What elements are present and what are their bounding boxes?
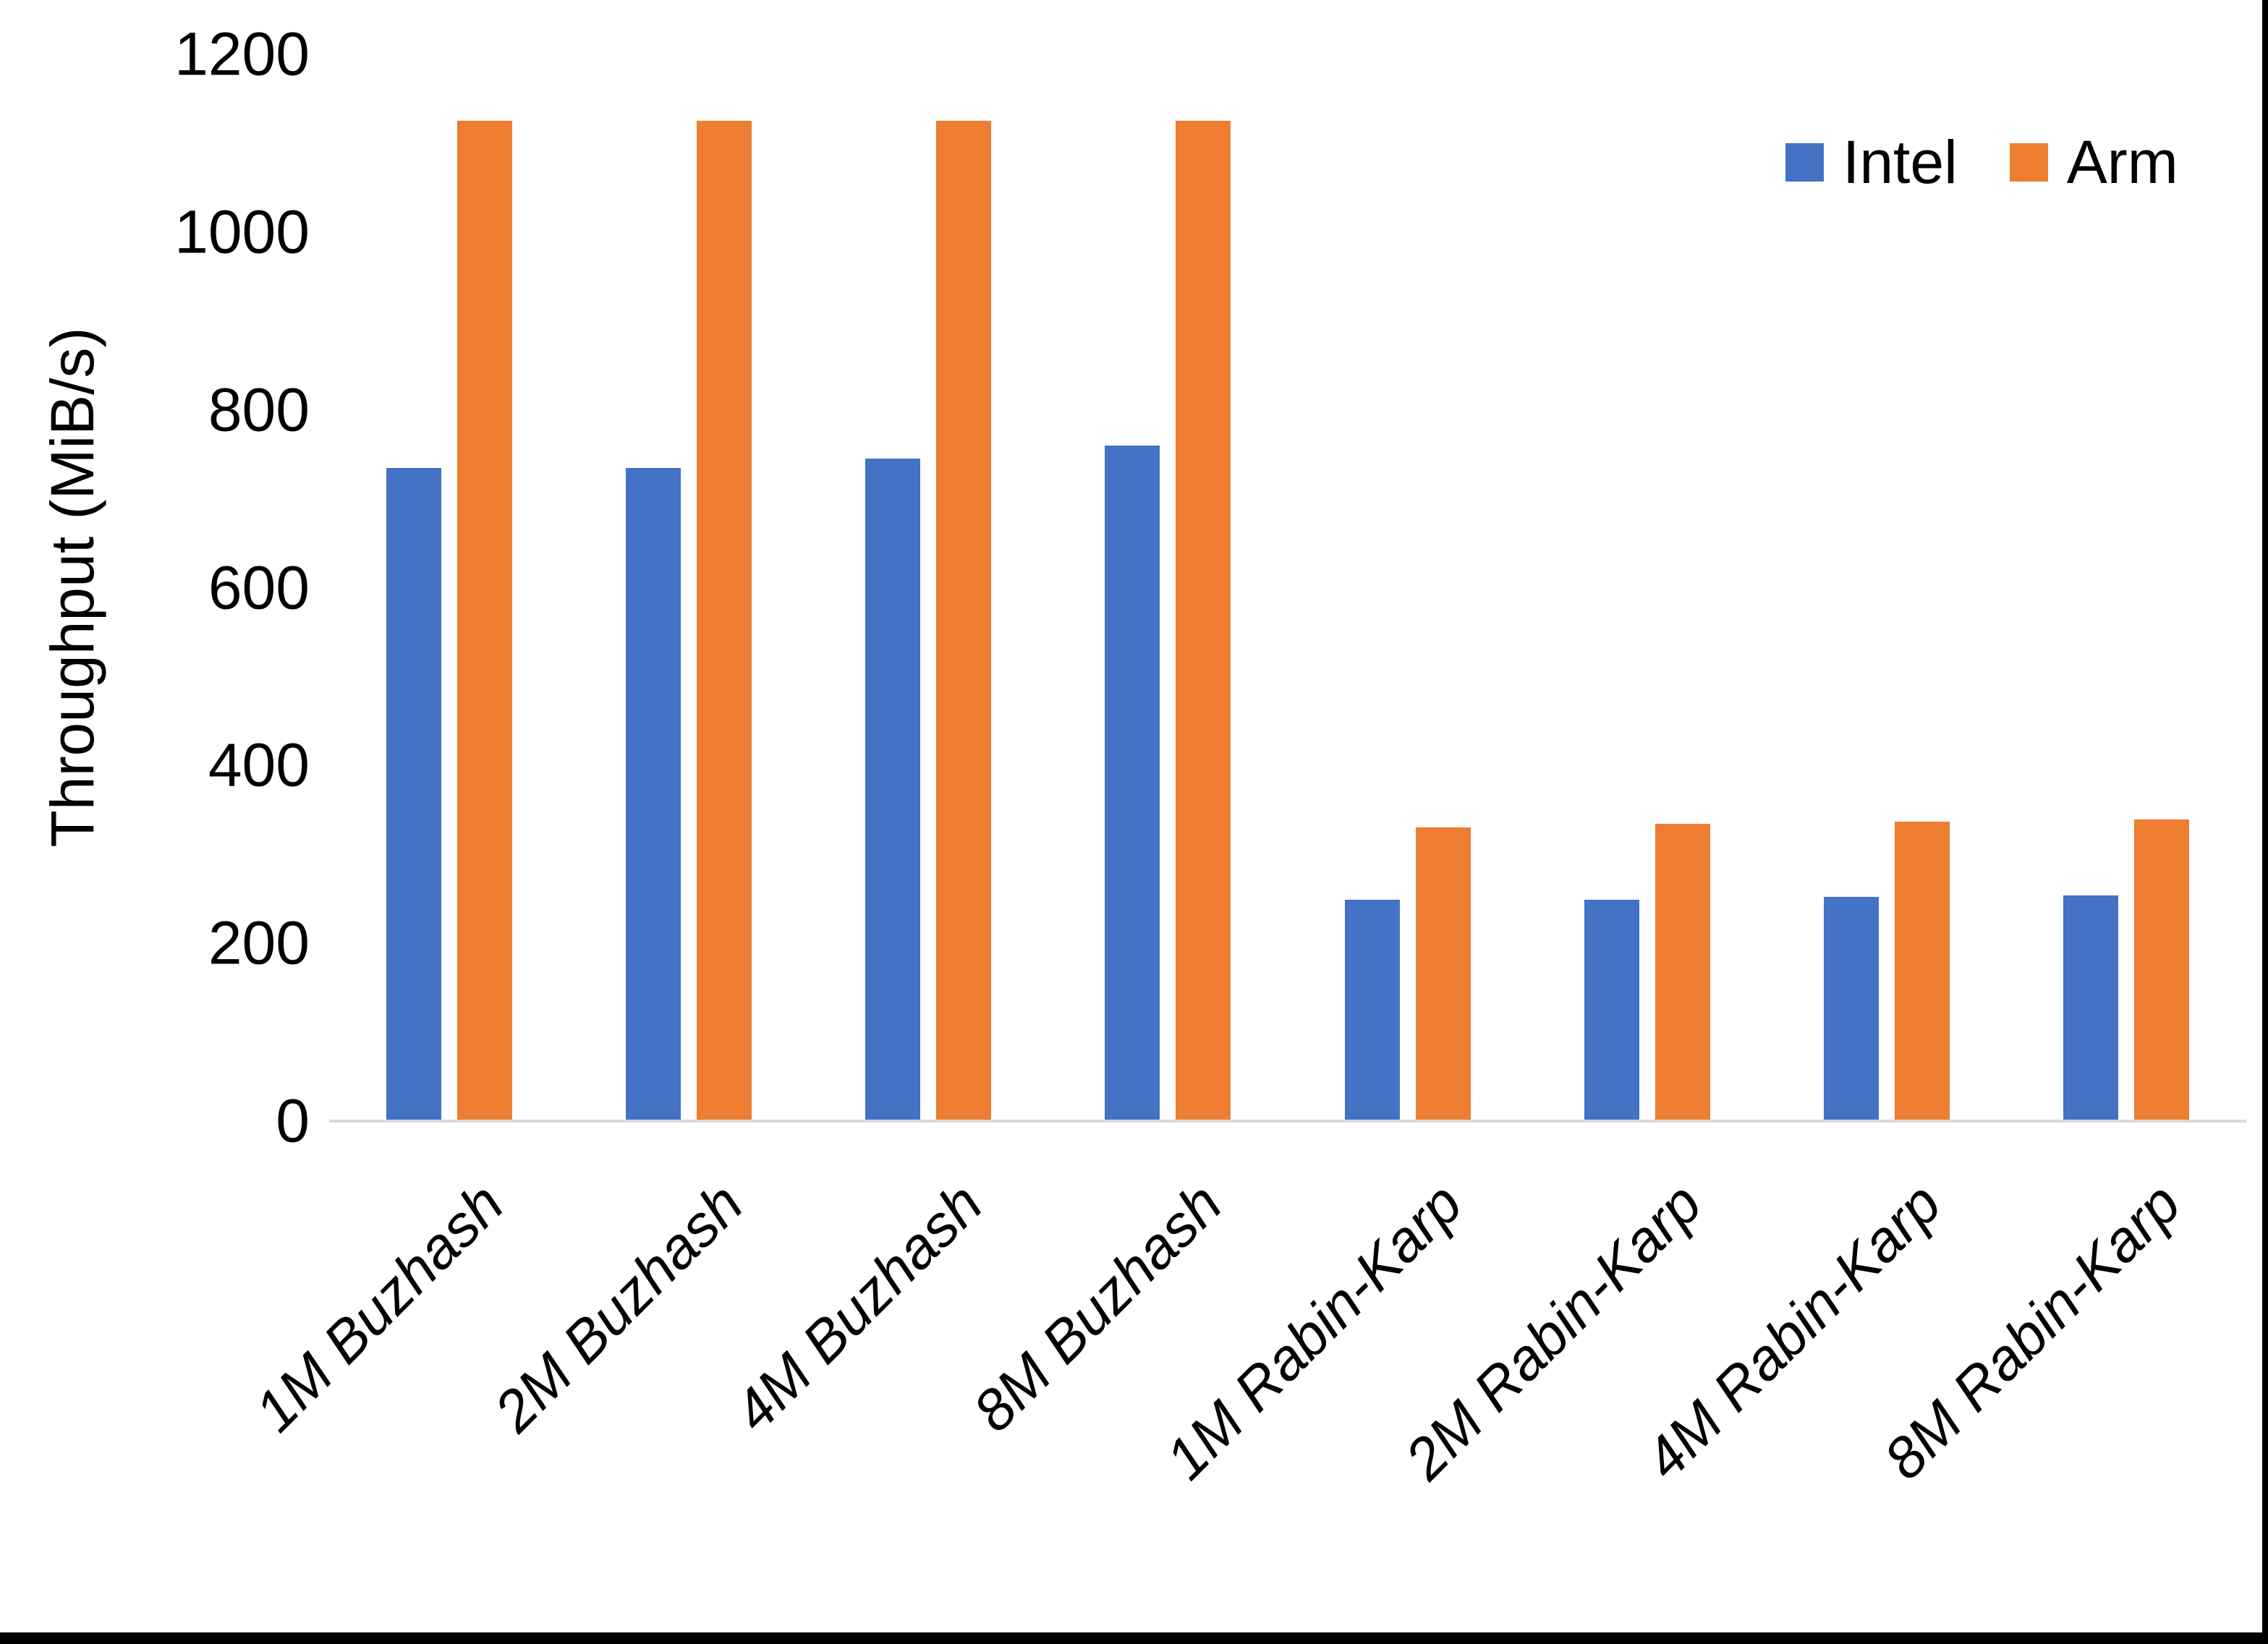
plot-area <box>329 54 2246 1121</box>
arm-bar-2 <box>696 121 752 1121</box>
bar-group-1 <box>329 54 569 1121</box>
y-tick-label-200: 200 <box>208 908 310 977</box>
page-border-bottom <box>0 1632 2268 1644</box>
bar-group-4 <box>1048 54 1288 1121</box>
page-border-right <box>2262 0 2268 1644</box>
chart-legend: Intel Arm <box>1785 127 2178 197</box>
y-tick-label-0: 0 <box>276 1086 310 1155</box>
bar-group-6 <box>1527 54 1767 1121</box>
bar-groups <box>329 54 2246 1121</box>
legend-label-arm: Arm <box>2066 128 2178 196</box>
arm-bar-7 <box>1895 821 1950 1121</box>
arm-series-swatch-icon <box>2009 143 2048 182</box>
intel-series-swatch-icon <box>1785 143 1824 182</box>
arm-bar-8 <box>2134 819 2190 1121</box>
intel-bar-7 <box>1824 897 1880 1121</box>
y-tick-label-400: 400 <box>208 731 310 799</box>
arm-bar-3 <box>936 121 992 1121</box>
intel-bar-3 <box>865 459 921 1121</box>
bar-group-8 <box>2007 54 2246 1121</box>
legend-label-intel: Intel <box>1843 128 1958 196</box>
arm-bar-4 <box>1176 121 1231 1121</box>
intel-bar-1 <box>386 467 441 1121</box>
arm-bar-5 <box>1415 827 1471 1121</box>
bar-group-3 <box>809 54 1048 1121</box>
intel-bar-8 <box>2063 895 2119 1121</box>
intel-bar-5 <box>1344 899 1400 1121</box>
legend-item-intel: Intel <box>1785 127 1958 197</box>
intel-bar-4 <box>1105 445 1160 1121</box>
y-tick-label-1000: 1000 <box>174 197 310 266</box>
y-tick-label-1200: 1200 <box>174 20 310 88</box>
bar-group-5 <box>1288 54 1527 1121</box>
bar-group-2 <box>569 54 808 1121</box>
legend-item-arm: Arm <box>2009 127 2178 197</box>
y-tick-label-600: 600 <box>208 553 310 621</box>
intel-bar-2 <box>625 467 681 1121</box>
arm-bar-6 <box>1655 824 1710 1121</box>
arm-bar-1 <box>456 121 512 1121</box>
bar-group-7 <box>1767 54 2007 1121</box>
intel-bar-6 <box>1584 899 1639 1121</box>
y-tick-label-800: 800 <box>208 375 310 444</box>
x-axis-line <box>329 1120 2246 1123</box>
